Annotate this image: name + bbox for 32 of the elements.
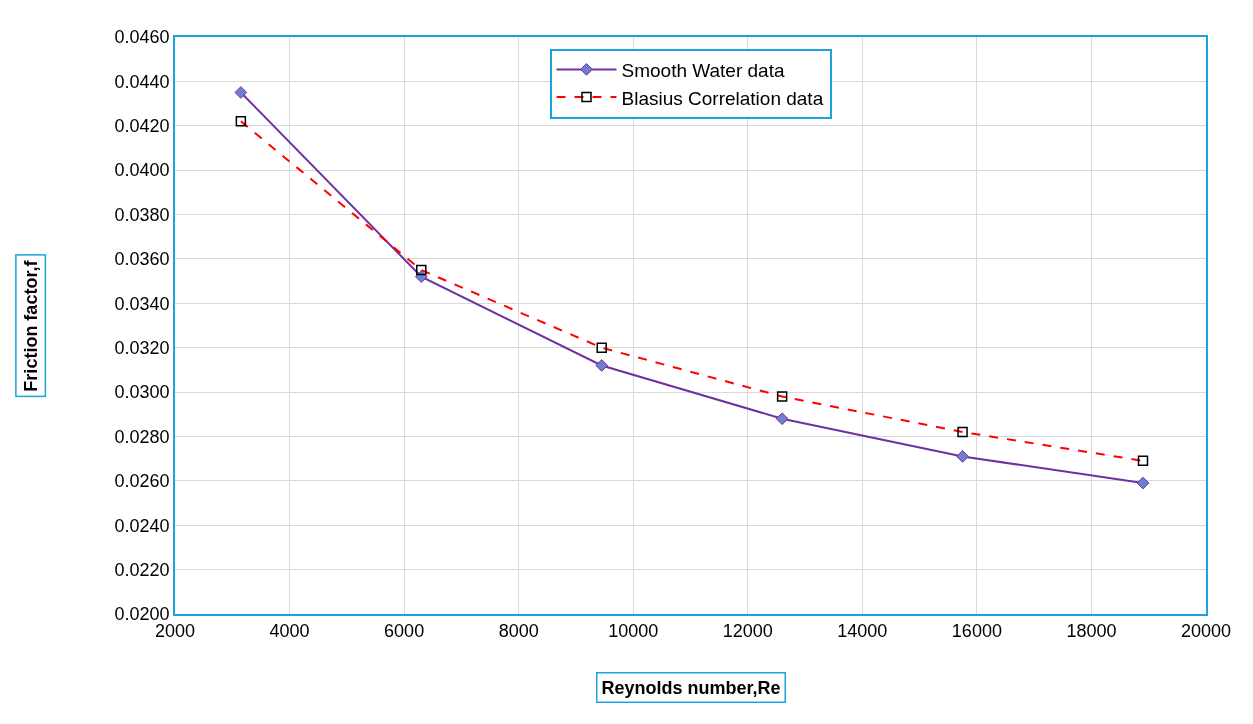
x-axis-title: Reynolds number,Re	[601, 677, 781, 698]
x-tick-label: 10000	[608, 621, 659, 642]
y-tick-label: 0.0300	[114, 382, 170, 403]
point	[595, 359, 609, 372]
y-tick-label: 0.0360	[114, 249, 170, 270]
x-tick-label: 12000	[722, 621, 773, 642]
x-tick-label: 8000	[498, 621, 539, 642]
point	[1136, 476, 1150, 490]
y-tick-label: 0.0240	[114, 515, 170, 536]
x-tick-label: 14000	[837, 621, 888, 642]
y-tick-label: 0.0380	[114, 204, 170, 225]
y-tick-label: 0.0320	[114, 337, 170, 358]
point	[956, 450, 969, 463]
point	[414, 270, 428, 284]
y-axis-title: Friction factor,f	[20, 259, 41, 392]
y-tick-label: 0.0220	[114, 559, 170, 580]
x-tick-label: 20000	[1180, 621, 1232, 642]
point	[234, 86, 248, 99]
y-tick-label: 0.0420	[114, 116, 170, 137]
legend-label: Blasius Correlation data	[621, 87, 824, 109]
x-tick-label: 16000	[951, 621, 1002, 642]
y-tick-label: 0.0280	[114, 426, 170, 447]
legend-label: Smooth Water data	[621, 59, 785, 81]
y-tick-label: 0.0340	[114, 293, 170, 314]
y-tick-label: 0.0440	[114, 71, 170, 92]
y-tick-label: 0.0400	[114, 160, 170, 181]
x-tick-label: 6000	[384, 621, 425, 642]
x-tick-label: 4000	[269, 621, 310, 642]
y-tick-label: 0.0260	[114, 471, 170, 492]
point	[775, 412, 789, 426]
x-tick-label: 18000	[1066, 621, 1117, 642]
y-tick-label: 0.0460	[114, 27, 170, 48]
